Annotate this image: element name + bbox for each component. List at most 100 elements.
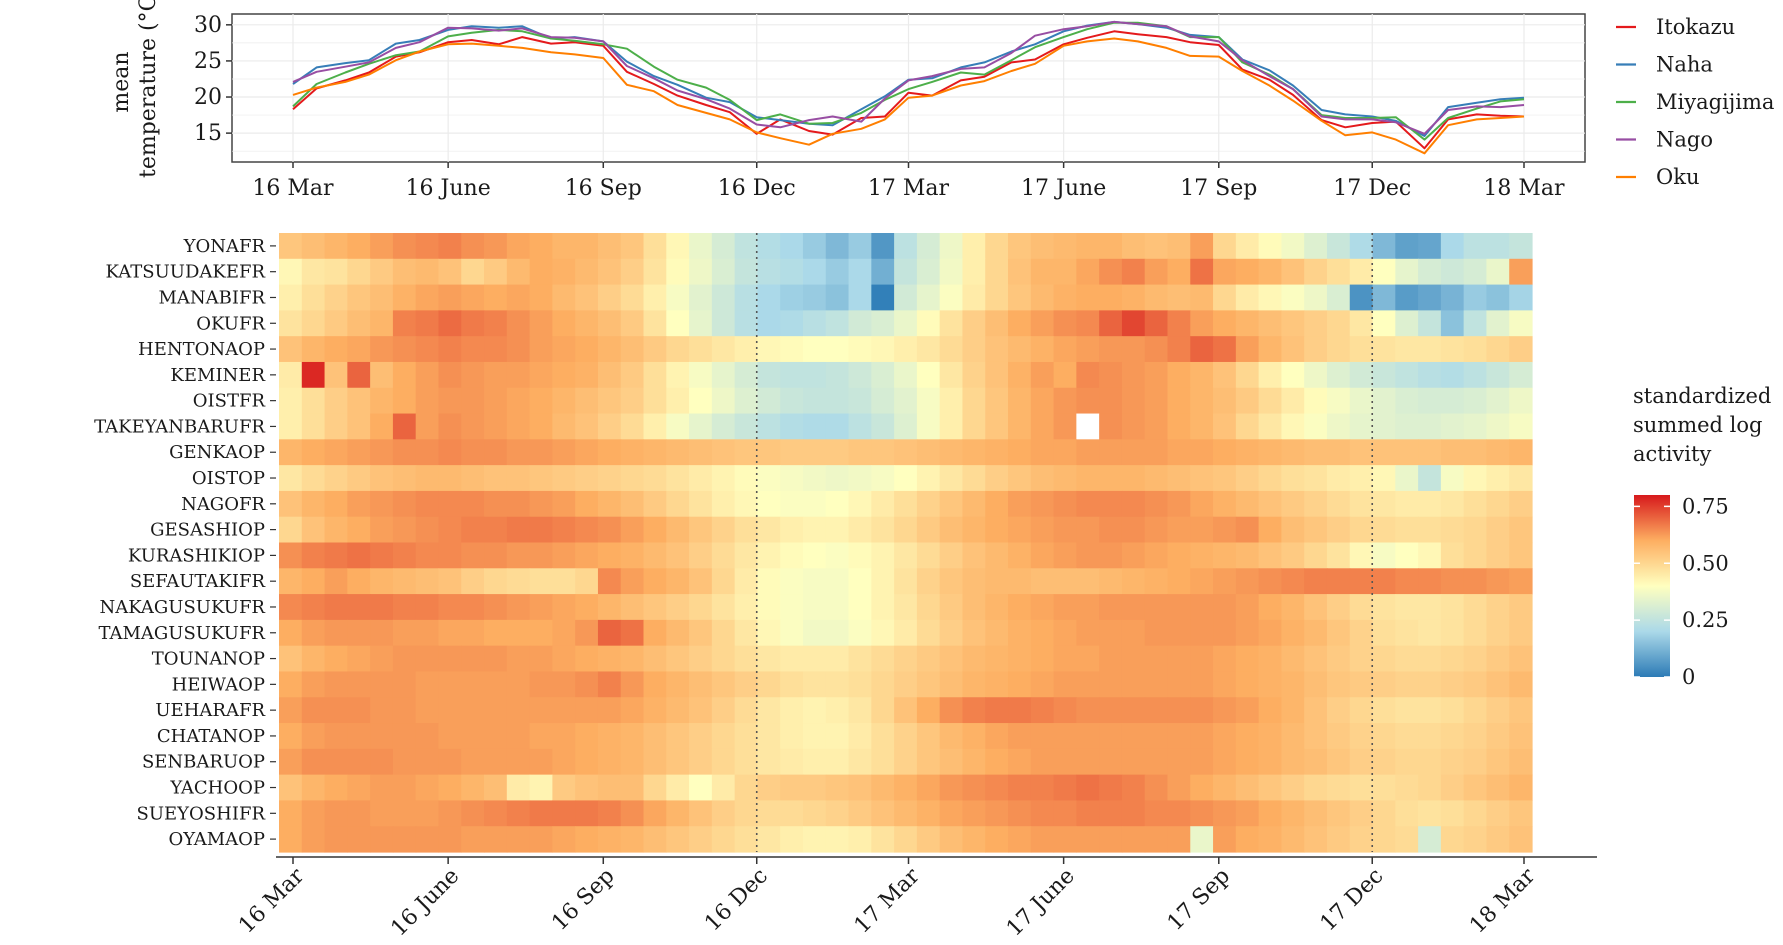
heatmap-cell	[1008, 258, 1032, 286]
heatmap-cell	[1030, 671, 1055, 698]
heatmap-cell	[575, 233, 599, 260]
heatmap-cell	[506, 748, 531, 776]
heatmap-cell	[1213, 465, 1237, 492]
heatmap-cell	[1144, 284, 1169, 311]
heatmap-cell	[1099, 697, 1123, 724]
heatmap-cell	[939, 671, 964, 698]
heatmap-cell	[1304, 619, 1328, 647]
heatmap-cell	[1235, 258, 1260, 286]
heatmap-cell	[1144, 542, 1169, 569]
heatmap-cell	[529, 465, 553, 492]
heatmap-cell	[916, 258, 941, 286]
heatmap-cell	[871, 594, 895, 621]
heatmap-cell	[279, 748, 303, 776]
heatmap-cell	[1372, 800, 1396, 827]
heatmap-cell	[1372, 594, 1396, 621]
heatmap-cell	[1213, 490, 1237, 518]
heatmap-cell	[1326, 826, 1351, 853]
heatmap-cell	[1144, 439, 1169, 466]
heatmap-cell	[916, 568, 941, 595]
heatmap-cell	[848, 361, 872, 389]
heatmap-cell	[1144, 387, 1169, 415]
heatmap-cell	[962, 516, 986, 544]
heatmap-cell	[1395, 774, 1419, 802]
heatmap-cell	[484, 774, 508, 802]
heatmap-cell	[1144, 671, 1169, 698]
heatmap-cell	[324, 490, 348, 518]
heatmap-cell	[506, 568, 531, 595]
heatmap-cell	[825, 258, 850, 286]
heatmap-cell	[1213, 336, 1237, 363]
heatmap-cell	[620, 774, 645, 802]
heatmap-cell	[757, 284, 781, 311]
heatmap-cell	[1144, 697, 1169, 724]
heatmap-cell	[415, 671, 440, 698]
heatmap-cell	[1076, 310, 1100, 337]
heatmap-row-label-oistop: OISTOP	[192, 468, 265, 489]
heatmap-cell	[689, 233, 713, 260]
heatmap-cell	[1486, 413, 1510, 440]
heatmap-cell	[415, 233, 440, 260]
heatmap-cell	[1030, 774, 1055, 802]
heatmap-cell	[734, 774, 759, 802]
heatmap-cell	[552, 361, 576, 389]
heatmap-cell	[734, 671, 759, 698]
heatmap-cell	[734, 645, 759, 673]
heatmap-cell	[734, 387, 759, 415]
heatmap-cell	[324, 258, 348, 286]
heatmap-cell	[894, 645, 918, 673]
heatmap-cell	[848, 258, 872, 286]
heatmap-cell	[1258, 723, 1282, 750]
heatmap-cell	[620, 671, 645, 698]
heatmap-cell	[1030, 542, 1055, 569]
heatmap-cell	[1235, 800, 1260, 827]
heatmap-cell	[552, 748, 576, 776]
heatmap-cell	[1099, 465, 1123, 492]
heatmap-cell	[1076, 800, 1100, 827]
heatmap-cell	[734, 516, 759, 544]
heatmap-cell	[871, 516, 895, 544]
heatmap-cell	[347, 800, 371, 827]
heatmap-cell	[1121, 826, 1146, 853]
heatmap-cell	[1486, 774, 1510, 802]
heatmap-cell	[1235, 594, 1260, 621]
heatmap-cell	[1463, 465, 1488, 492]
heatmap-cell	[1235, 671, 1260, 698]
heatmap-cell	[1213, 645, 1237, 673]
heatmap-cell	[415, 258, 440, 286]
heatmap-cell	[1326, 310, 1351, 337]
heatmap-cell	[780, 258, 804, 286]
heatmap-cell	[506, 800, 531, 827]
heatmap-cell	[871, 697, 895, 724]
heatmap-cell	[1008, 748, 1032, 776]
heatmap-cell	[1395, 542, 1419, 569]
heatmap-cell	[1167, 568, 1191, 595]
heatmap-cell	[825, 413, 850, 440]
heatmap-cell	[484, 336, 508, 363]
heatmap-cell	[1463, 413, 1488, 440]
heatmap-cell	[279, 671, 303, 698]
heatmap-cell	[711, 336, 736, 363]
heatmap-cell	[301, 697, 326, 724]
heatmap-cell	[1418, 233, 1442, 260]
heatmap-cell	[643, 516, 667, 544]
heatmap-cell	[802, 361, 827, 389]
heatmap-cell	[1235, 542, 1260, 569]
heatmap-cell	[461, 465, 485, 492]
heatmap-cell	[894, 413, 918, 440]
heatmap-cell	[1190, 594, 1214, 621]
heatmap-cell	[597, 336, 622, 363]
heatmap-cell	[1099, 233, 1123, 260]
heatmap-cell	[689, 465, 713, 492]
heatmap-cell	[1440, 800, 1465, 827]
heatmap-cell	[825, 387, 850, 415]
heatmap-cell	[1190, 826, 1214, 853]
heatmap-cell	[1509, 748, 1533, 776]
heatmap-cell	[279, 284, 303, 311]
heatmap-cell	[1121, 336, 1146, 363]
heatmap-cell	[1076, 336, 1100, 363]
heatmap-cell	[1440, 284, 1465, 311]
heatmap-cell	[1030, 619, 1055, 647]
heatmap-cell	[871, 826, 895, 853]
heatmap-cell	[1099, 387, 1123, 415]
